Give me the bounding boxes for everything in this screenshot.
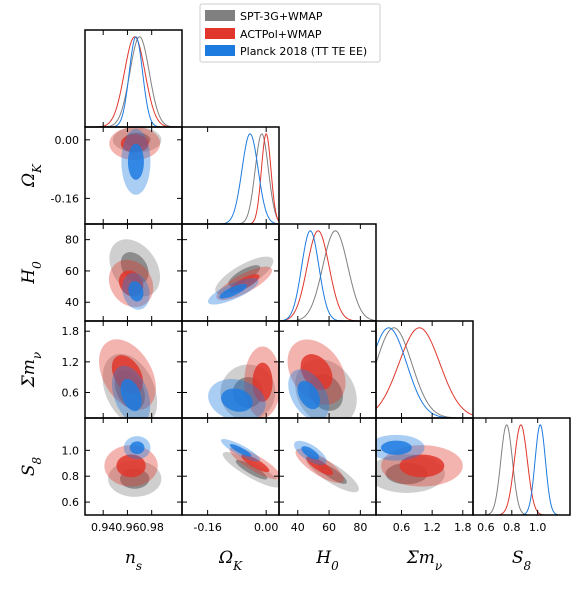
x-tick-label-h0: 40 bbox=[291, 521, 305, 534]
x-tick-label-ns: 0.98 bbox=[139, 521, 164, 534]
contour-68-planck bbox=[229, 444, 252, 457]
panel-s8-vs-mnu bbox=[376, 434, 463, 494]
x-tick-label-ns: 0.96 bbox=[115, 521, 140, 534]
contour-68-actpolwmap bbox=[116, 454, 146, 478]
y-tick-label-s8: 0.8 bbox=[62, 470, 80, 483]
x-tick-label-ok: 0.00 bbox=[254, 521, 279, 534]
marginal-curve-ok-planck bbox=[182, 133, 280, 225]
marginal-mnu bbox=[375, 327, 474, 419]
x-tick-label-mnu: 1.8 bbox=[454, 521, 472, 534]
panel-h0-vs-ns bbox=[108, 239, 161, 310]
legend-label-act: ACTPol+WMAP bbox=[240, 28, 322, 41]
y-tick-label-h0: 60 bbox=[65, 265, 79, 278]
y-tick-label-ok: -0.16 bbox=[51, 192, 79, 205]
y-axis-label-mnu: Σmν bbox=[19, 352, 44, 388]
y-tick-label-ok: 0.00 bbox=[55, 134, 80, 147]
x-tick-label-s8: 0.6 bbox=[477, 521, 495, 534]
marginal-curve-mnu-planck bbox=[375, 327, 473, 419]
contour-68-planck bbox=[129, 441, 145, 455]
contour-68-planck bbox=[221, 388, 253, 412]
contour-68-actpolwmap bbox=[399, 454, 445, 478]
panel-s8-vs-h0 bbox=[293, 440, 359, 493]
legend-label-planck: Planck 2018 (TT TE EE) bbox=[240, 45, 367, 58]
contour-68-planck bbox=[380, 440, 412, 455]
x-tick-label-ns: 0.94 bbox=[91, 521, 116, 534]
labels-layer: 0.94 0.96 0.98 -0.16 0.00 40 60 80 0.6 1.2 1.8 0.6 0… bbox=[19, 29, 571, 573]
contour-68-actpolwmap bbox=[300, 354, 333, 390]
y-tick-label-mnu: 1.8 bbox=[62, 325, 80, 338]
marginal-curve-ok-spt3gwmap bbox=[182, 133, 280, 225]
marginal-ns bbox=[85, 36, 182, 128]
legend-swatch-planck bbox=[205, 45, 235, 56]
legend-swatch-spt bbox=[205, 10, 235, 21]
x-tick-label-ok: -0.16 bbox=[193, 521, 221, 534]
panels-layer bbox=[85, 36, 570, 516]
legend: SPT-3G+WMAP ACTPol+WMAP Planck 2018 (TT … bbox=[199, 3, 381, 63]
x-tick-label-h0: 60 bbox=[322, 521, 336, 534]
contour-68-planck bbox=[128, 281, 144, 302]
marginal-curve-s8-spt3gwmap bbox=[473, 424, 570, 516]
y-tick-label-h0: 40 bbox=[65, 296, 79, 309]
marginal-curve-mnu-spt3gwmap bbox=[375, 327, 474, 419]
marginal-curve-ns-planck bbox=[85, 36, 182, 128]
marginal-curve-ns-actpolwmap bbox=[85, 36, 182, 128]
contour-68-planck bbox=[301, 446, 320, 460]
marginal-curve-h0-planck bbox=[278, 230, 376, 322]
marginal-h0 bbox=[278, 230, 377, 322]
contour-68-spt3gwmap bbox=[235, 459, 268, 480]
y-axis-label-h0: H0 bbox=[19, 261, 44, 285]
panel-ok-vs-ns bbox=[109, 127, 162, 195]
x-axis-label-ns: ns bbox=[125, 548, 142, 573]
panel-mnu-vs-ok bbox=[208, 346, 279, 418]
x-tick-label-s8: 1.0 bbox=[529, 521, 547, 534]
panel-h0-vs-ok bbox=[207, 256, 274, 305]
y-axis-label-s8: S8 bbox=[19, 456, 44, 476]
panel-mnu-vs-h0 bbox=[287, 339, 357, 418]
contour-68-planck bbox=[120, 378, 142, 412]
contour-68-planck bbox=[127, 143, 144, 180]
legend-swatch-act bbox=[205, 28, 235, 39]
contour-68-actpolwmap bbox=[252, 362, 273, 402]
x-tick-label-s8: 0.8 bbox=[503, 521, 521, 534]
legend-frame bbox=[199, 3, 381, 63]
marginal-ok bbox=[182, 132, 280, 225]
contour-68-actpolwmap bbox=[241, 454, 270, 473]
y-tick-label-s8: 1.0 bbox=[62, 444, 80, 457]
y-tick-label-h0: 80 bbox=[65, 234, 79, 247]
panel-s8-vs-ok bbox=[221, 439, 279, 488]
contour-68-spt3gwmap bbox=[228, 265, 261, 287]
panel-mnu-vs-ns bbox=[99, 339, 158, 418]
marginal-curve-mnu-actpolwmap bbox=[375, 327, 474, 416]
contour-68-actpolwmap bbox=[120, 134, 149, 153]
y-tick-label-mnu: 1.2 bbox=[62, 356, 80, 369]
panel-s8-vs-ns bbox=[104, 436, 162, 497]
marginal-curve-s8-planck bbox=[473, 424, 570, 516]
x-axis-label-h0: H0 bbox=[315, 548, 339, 573]
x-tick-label-mnu: 0.6 bbox=[393, 521, 411, 534]
contour-68-planck bbox=[297, 380, 320, 410]
x-axis-label-s8: S8 bbox=[512, 548, 532, 573]
y-tick-label-mnu: 0.6 bbox=[62, 386, 80, 399]
marginal-curve-ok-actpolwmap bbox=[182, 132, 280, 225]
x-tick-label-h0: 80 bbox=[353, 521, 367, 534]
contour-68-actpolwmap bbox=[306, 456, 333, 476]
legend-label-spt: SPT-3G+WMAP bbox=[240, 10, 323, 23]
y-axis-label-ok: ΩK bbox=[19, 163, 44, 188]
contour-68-planck bbox=[219, 283, 248, 299]
marginal-s8 bbox=[473, 424, 570, 516]
marginal-curve-s8-actpolwmap bbox=[473, 424, 570, 516]
x-axis-label-mnu: Σmν bbox=[406, 548, 442, 573]
panel-frame-s8-s8 bbox=[472, 417, 571, 516]
x-tick-label-mnu: 1.2 bbox=[423, 521, 441, 534]
y-tick-label-s8: 0.6 bbox=[62, 496, 80, 509]
x-axis-label-ok: ΩK bbox=[218, 548, 243, 573]
marginal-curve-ns-spt3gwmap bbox=[85, 36, 182, 128]
